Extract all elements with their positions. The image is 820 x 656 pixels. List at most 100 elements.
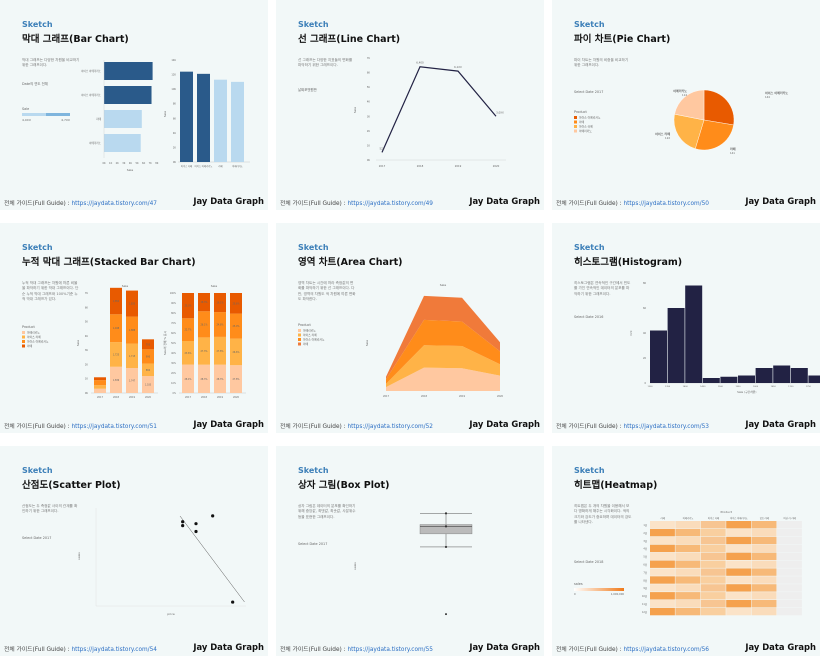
card-heatmap[interactable]: Sketch 히트맵(Heatmap) 히트맵은 두 개의 차원을 이용해서 보…	[552, 446, 820, 656]
legend-label: 아이스 라떼	[303, 333, 317, 337]
legend-title: Sale	[22, 107, 30, 111]
heatmap-cell	[726, 552, 752, 560]
card-stacked-bar-chart[interactable]: Sketch 누적 막대 그래프(Stacked Bar Chart) 누적 막…	[0, 223, 268, 433]
line-y-tick: 0K	[367, 159, 371, 162]
card-pie-chart[interactable]: Sketch 파이 차트(Pie Chart) 파이 차트는 차원의 비중을 비…	[552, 0, 820, 210]
stacked-segment-label: 1,888	[129, 329, 136, 332]
stacked-segment-label: 1,820	[129, 303, 136, 306]
footer-guide: 전체 가이드(Full Guide) : https://jaydata.tis…	[556, 421, 709, 430]
heatmap-cell	[751, 552, 777, 560]
legend-label: 아이스 라떼	[579, 125, 593, 129]
heatmap-cell	[675, 576, 701, 584]
line-x-tick: 2017	[379, 164, 386, 168]
card-bar-chart[interactable]: Sketch 막대 그래프(Bar Chart) 막대 그래프는 다양한 차원을…	[0, 0, 268, 210]
percent-y-tick: 20%	[171, 372, 176, 375]
card-line-chart[interactable]: Sketch 선 그래프(Line Chart) 선 그래프는 다양한 지표들의…	[276, 0, 544, 210]
footer-guide: 전체 가이드(Full Guide) : https://jaydata.tis…	[556, 644, 709, 653]
percent-bar-segment	[182, 364, 194, 393]
percent-bar-segment	[214, 293, 226, 313]
brand-label: Jay Data Graph	[469, 196, 540, 206]
brand-label: Jay Data Graph	[193, 196, 264, 206]
heatmap-cell	[751, 544, 777, 553]
line-data-label: 3,0XX	[496, 110, 504, 114]
date-filter[interactable]: Select Date 2017	[574, 90, 604, 94]
card-area-chart[interactable]: Sketch 영역 차트(Area Chart) 영역 차트는 시간에 따라 측…	[276, 223, 544, 433]
card-scatter-plot[interactable]: Sketch 산점도(Scatter Plot) 산점도는 두 측정값 사이의 …	[0, 446, 268, 656]
vbar-y-axis-label: Sale	[163, 111, 167, 118]
heatmap-cell	[777, 521, 802, 529]
heatmap-cell	[751, 528, 777, 537]
scatter-y-axis-label: sales	[77, 552, 81, 560]
legend-title: sales	[574, 582, 583, 586]
vbar-y-tick: 8K	[173, 103, 177, 106]
guide-link[interactable]: https://jaydata.tistory.com/54	[71, 647, 157, 653]
card-tag: Sketch	[298, 466, 329, 475]
footer-prefix: 전체 가이드(Full Guide) :	[4, 201, 72, 207]
percent-bar-segment	[230, 338, 242, 366]
date-filter[interactable]: Select Date 2016	[574, 315, 604, 319]
heatmap-cell	[700, 521, 726, 529]
guide-link[interactable]: https://jaydata.tistory.com/51	[71, 424, 157, 430]
heatmap-legend-min: 0	[574, 592, 576, 596]
stacked-bar-segment	[94, 377, 106, 381]
guide-link[interactable]: https://jaydata.tistory.com/53	[623, 424, 709, 430]
heatmap-row-label: 8월	[643, 578, 647, 582]
percent-segment-label: 27.8%	[233, 378, 240, 381]
legend-label: 아메리카노	[27, 331, 40, 335]
percent-bar-segment	[214, 364, 226, 393]
scatter-point	[181, 520, 185, 524]
heatmap-cell	[675, 607, 701, 616]
hbar-x-tick: 0K	[102, 162, 106, 165]
heatmap-title: Product	[721, 510, 733, 514]
heatmap-cell	[650, 600, 675, 608]
card-box-plot[interactable]: Sketch 상자 그림(Box Plot) 상자 그림은 데이터의 분포를 확…	[276, 446, 544, 656]
line-y-axis-label: Sale	[353, 107, 357, 114]
card-histogram[interactable]: Sketch 히스토그램(Histogram) 히스토그램은 연속적인 구간에서…	[552, 223, 820, 433]
line-y-tick: 3K	[367, 115, 371, 118]
heatmap-row-label: 6월	[643, 562, 647, 566]
stacked-title: Sale	[122, 284, 129, 288]
footer-prefix: 전체 가이드(Full Guide) :	[4, 647, 72, 653]
date-filter[interactable]: Select Date 2017	[22, 536, 52, 540]
date-filter[interactable]: 날짜포맷원판	[298, 88, 317, 92]
line-y-tick: 6K	[367, 72, 371, 75]
heatmap-cell	[726, 607, 752, 616]
area-title: Sale	[440, 283, 447, 287]
date-filter[interactable]: Select Date 2017	[298, 542, 328, 546]
hist-y-tick: 20	[643, 357, 647, 360]
area-layer	[386, 295, 500, 380]
guide-link[interactable]: https://jaydata.tistory.com/55	[347, 647, 433, 653]
date-filter[interactable]: Select Date 2018	[574, 560, 604, 564]
pie-slice-value: 114	[682, 93, 687, 97]
percent-segment-label: 24.8%	[217, 324, 224, 327]
legend-label: 라떼	[27, 344, 33, 348]
legend-max: 4,7XX	[61, 118, 70, 122]
heatmap-column-label: 라떼	[661, 516, 665, 520]
percent-y-tick: 80%	[171, 312, 176, 315]
heatmap-cell	[675, 528, 701, 537]
guide-link[interactable]: https://jaydata.tistory.com/47	[71, 201, 157, 207]
card-tag: Sketch	[22, 466, 53, 475]
pie-slice-label: 라떼	[730, 146, 736, 151]
area-y-axis-label: Sale	[365, 340, 369, 347]
guide-link[interactable]: https://jaydata.tistory.com/56	[623, 647, 709, 653]
hist-y-tick: 80	[643, 282, 647, 285]
guide-link[interactable]: https://jaydata.tistory.com/52	[347, 424, 433, 430]
scatter-trend-line	[179, 515, 245, 603]
heatmap-cell	[700, 544, 726, 553]
date-filter[interactable]: Date의 연도 전체	[22, 82, 48, 86]
percent-bar-segment	[182, 318, 194, 341]
percent-x-tick: 2017	[185, 396, 192, 399]
legend-swatch	[22, 340, 25, 343]
percent-segment-label: 28.4%	[185, 378, 192, 381]
heatmap-row-label: 12월	[642, 610, 647, 614]
legend-swatch	[298, 329, 301, 332]
heatmap-cell	[777, 544, 802, 553]
percent-title: Sale	[211, 284, 218, 288]
guide-link[interactable]: https://jaydata.tistory.com/49	[347, 201, 433, 207]
box-point	[444, 525, 448, 528]
heatmap-cell	[751, 536, 777, 545]
guide-link[interactable]: https://jaydata.tistory.com/50	[623, 201, 709, 207]
percent-y-axis-label: Sale의 전체 % 표시	[163, 330, 167, 355]
